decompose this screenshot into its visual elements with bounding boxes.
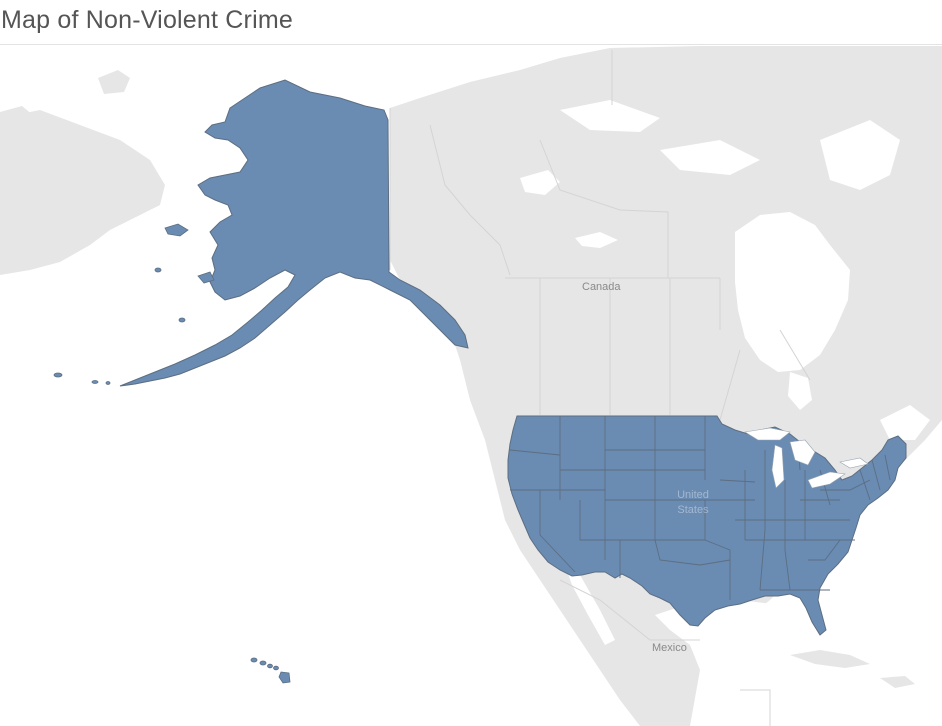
arctic-island-1 (98, 70, 130, 94)
state-borders (509, 416, 891, 600)
page-title: Map of Non-Violent Crime (1, 6, 293, 34)
james-bay (788, 372, 812, 410)
contiguous-us[interactable] (507, 415, 907, 636)
arctic-channel-2 (660, 140, 760, 175)
state-alaska[interactable] (119, 79, 469, 387)
country-boundaries (389, 50, 811, 726)
hispaniola-land (880, 676, 915, 688)
great-lakes (744, 427, 869, 489)
title-bar: Map of Non-Violent Crime (0, 0, 942, 45)
siberia-land (0, 110, 165, 275)
label-united-states: United States (677, 489, 709, 516)
cuba-land (790, 650, 870, 668)
gulf-of-st-lawrence (880, 405, 930, 440)
map-canvas[interactable] (0, 45, 942, 726)
baffin-water (820, 120, 900, 190)
great-bear-lake (520, 170, 560, 195)
arctic-channel-1 (560, 100, 660, 132)
great-slave-lake (575, 232, 618, 248)
arctic-island-2 (0, 106, 34, 126)
label-canada: Canada (582, 281, 621, 293)
label-mexico: Mexico (652, 642, 687, 654)
state-hawaii[interactable] (250, 657, 291, 684)
caribbean-water (780, 680, 942, 726)
hudson-bay (735, 212, 850, 372)
map-view[interactable]: Canada United States Mexico (0, 45, 942, 726)
aleutian-islands[interactable] (53, 223, 215, 385)
gulf-of-california (565, 565, 615, 645)
